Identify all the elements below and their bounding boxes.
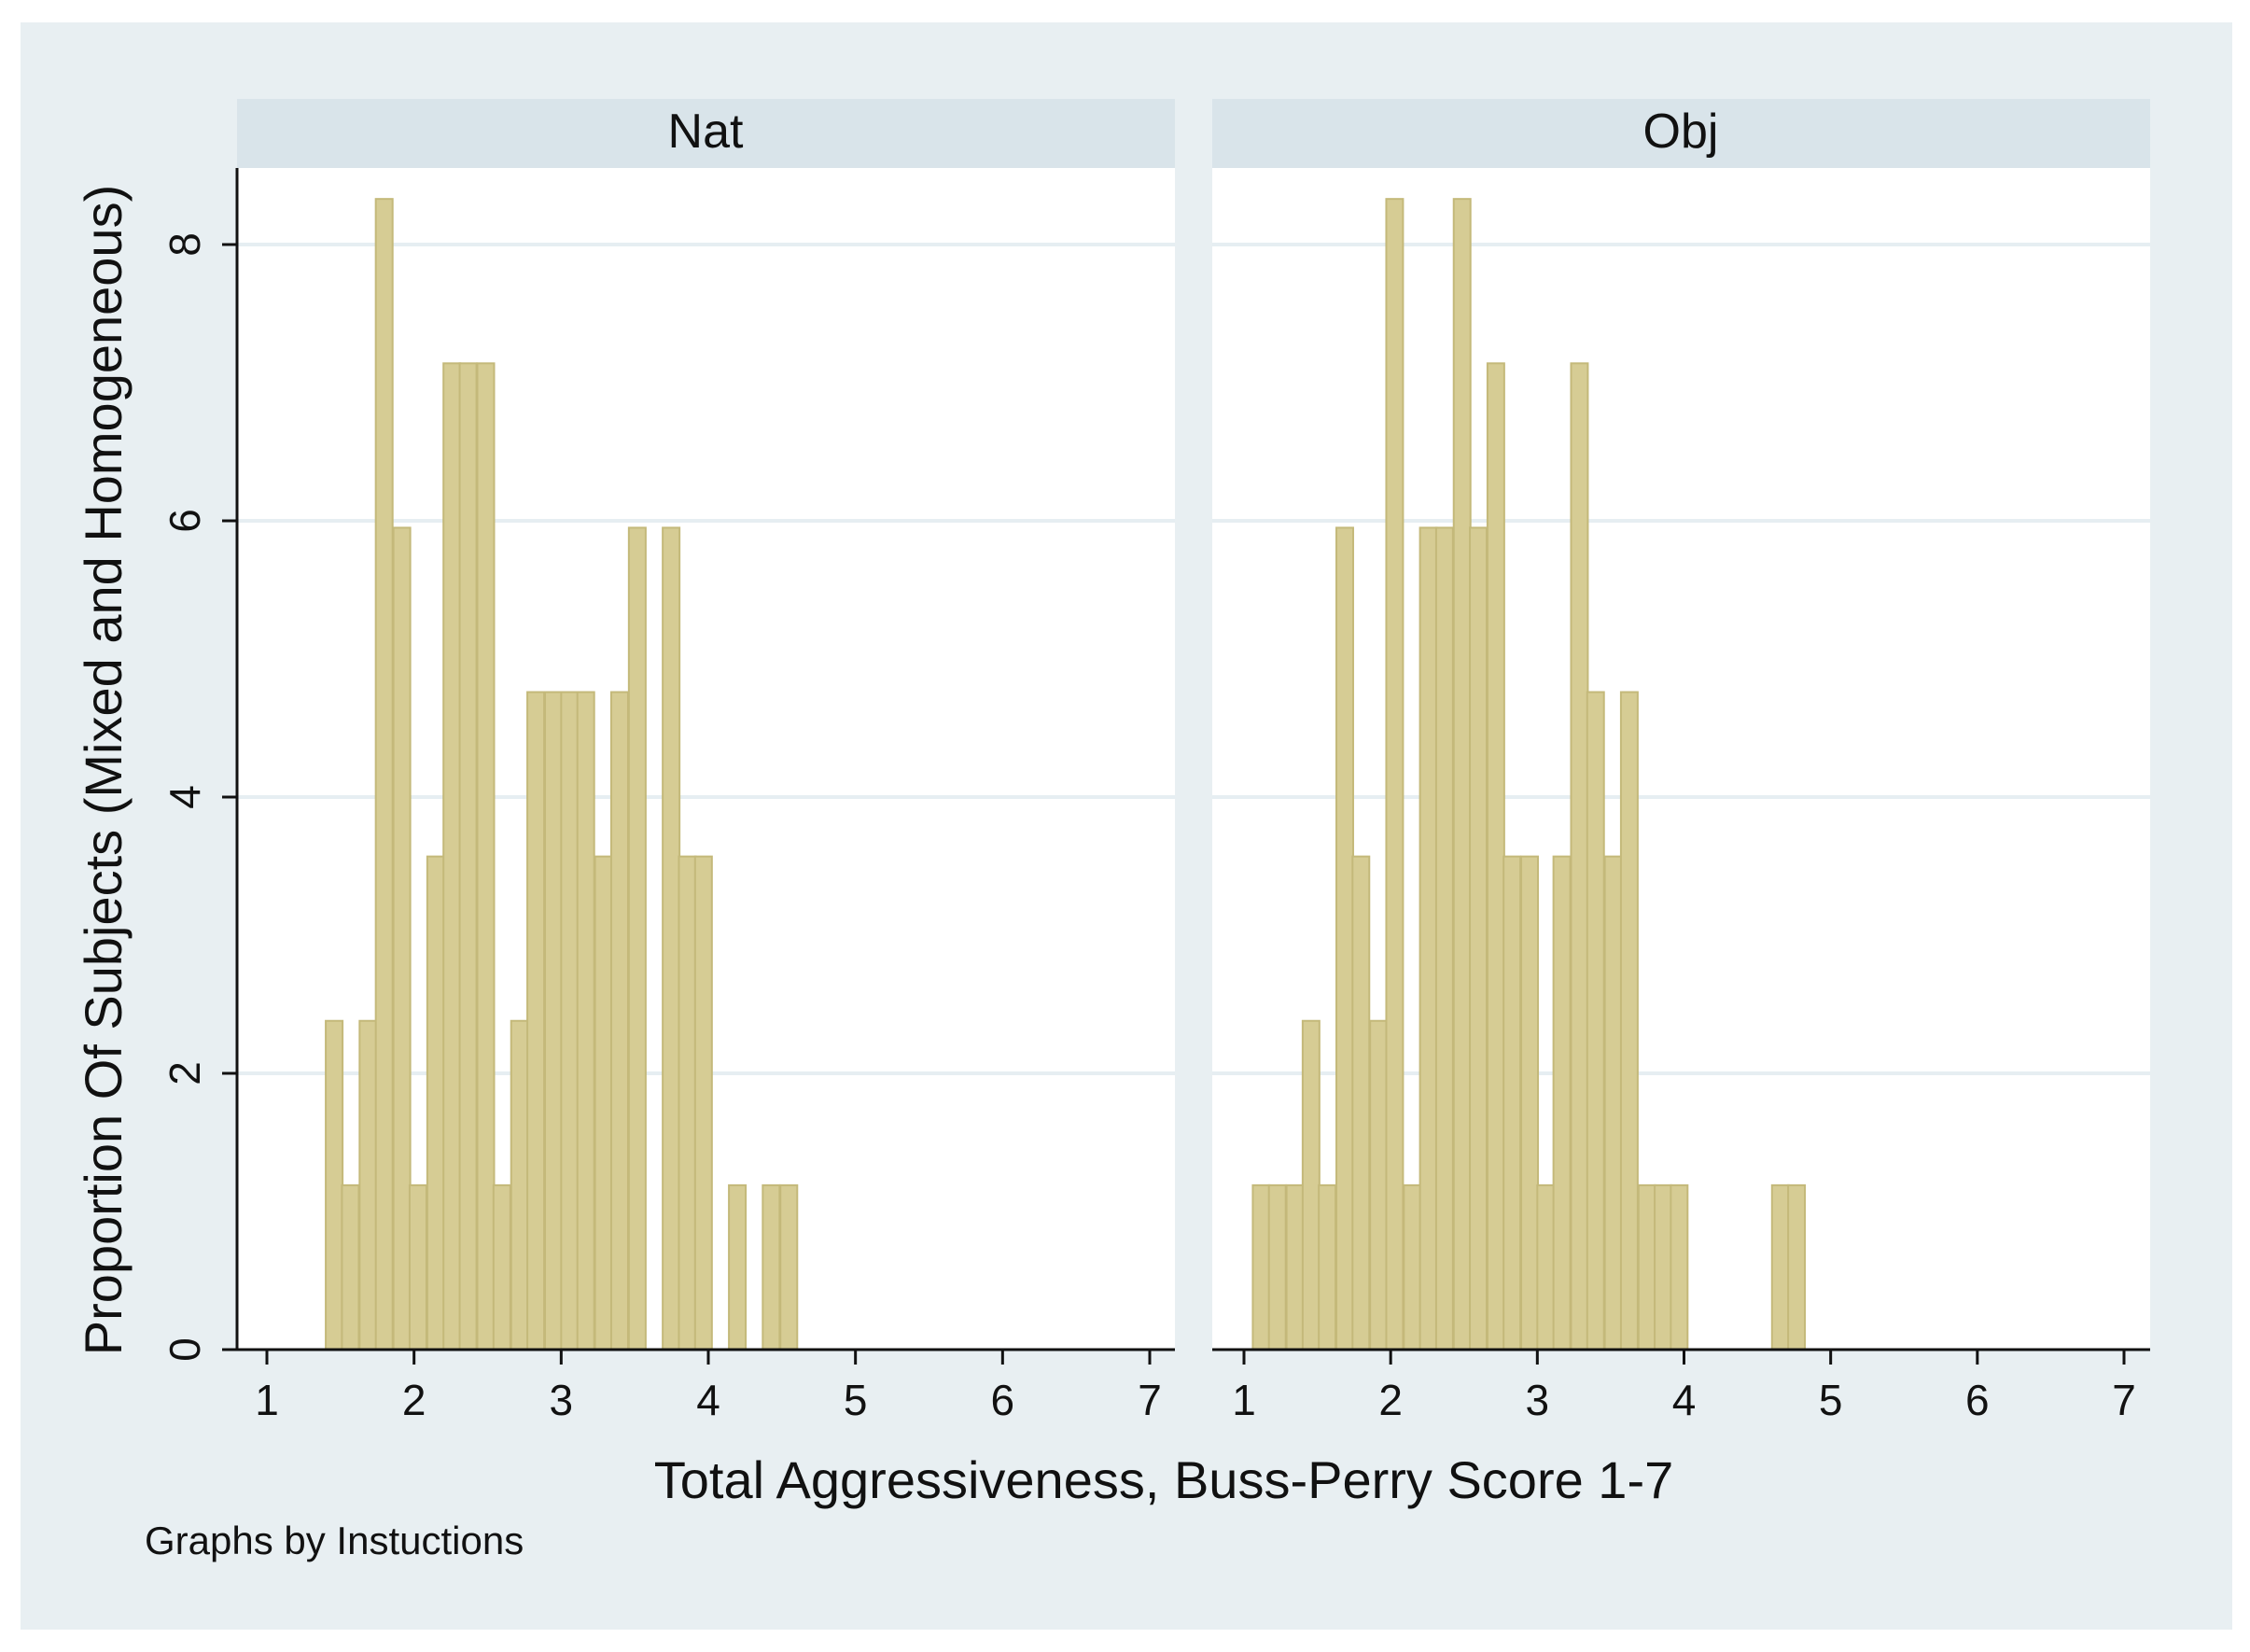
bar-nat-17 bbox=[609, 691, 629, 1351]
bar-obj-24 bbox=[1654, 1183, 1673, 1351]
y-ticks-nat: 0 2 4 6 8 bbox=[161, 232, 237, 1362]
panel-title-nat: Nat bbox=[668, 105, 744, 159]
bar-obj-15 bbox=[1502, 855, 1522, 1351]
bar-obj-1 bbox=[1267, 1183, 1287, 1351]
bar-obj-22 bbox=[1619, 691, 1639, 1351]
bar-nat-18 bbox=[627, 526, 647, 1351]
x-tick-label-obj-1: 2 bbox=[1378, 1376, 1403, 1424]
bar-nat-13 bbox=[543, 691, 564, 1351]
y-axis-title: Proportion Of Subjects (Mixed and Homoge… bbox=[74, 185, 133, 1355]
y-tick-label-4: 8 bbox=[161, 232, 209, 257]
bar-obj-7 bbox=[1369, 1019, 1389, 1351]
bar-obj-6 bbox=[1351, 855, 1371, 1351]
y-tick-label-1: 2 bbox=[161, 1061, 209, 1085]
bar-obj-3 bbox=[1301, 1019, 1321, 1351]
bar-nat-11 bbox=[510, 1019, 529, 1351]
bar-nat-7 bbox=[442, 362, 462, 1351]
bar-nat-15 bbox=[576, 691, 595, 1351]
bar-nat-5 bbox=[408, 1183, 427, 1351]
bar-obj-2 bbox=[1285, 1183, 1305, 1351]
x-tick-label-nat-4: 5 bbox=[844, 1376, 868, 1424]
panel-title-obj: Obj bbox=[1643, 105, 1719, 159]
x-tick-label-nat-1: 2 bbox=[402, 1376, 426, 1424]
bar-obj-20 bbox=[1586, 691, 1605, 1351]
panel-obj: Obj 1 2 3 4 5 6 7 bbox=[1212, 99, 2150, 1424]
bar-nat-9 bbox=[476, 362, 496, 1351]
y-tick-label-3: 6 bbox=[161, 509, 209, 533]
bar-nat-19 bbox=[662, 526, 681, 1351]
bar-obj-8 bbox=[1385, 198, 1405, 1351]
bar-obj-23 bbox=[1637, 1183, 1656, 1351]
x-tick-label-nat-6: 7 bbox=[1138, 1376, 1162, 1424]
bar-obj-27 bbox=[1787, 1183, 1807, 1351]
bar-obj-25 bbox=[1670, 1183, 1689, 1351]
bar-nat-22 bbox=[728, 1183, 748, 1351]
panel-header-nat bbox=[237, 99, 1175, 168]
bar-obj-17 bbox=[1536, 1183, 1556, 1351]
bar-nat-8 bbox=[458, 362, 478, 1351]
bar-obj-4 bbox=[1318, 1183, 1337, 1351]
x-tick-label-obj-3: 4 bbox=[1672, 1376, 1697, 1424]
bar-obj-16 bbox=[1520, 855, 1540, 1351]
bar-nat-24 bbox=[779, 1183, 799, 1351]
x-tick-label-nat-5: 6 bbox=[991, 1376, 1015, 1424]
x-axis-title: Total Aggressiveness, Buss-Perry Score 1… bbox=[654, 1450, 1673, 1509]
x-tick-label-obj-6: 7 bbox=[2112, 1376, 2136, 1424]
bar-obj-10 bbox=[1418, 526, 1438, 1351]
bar-obj-21 bbox=[1603, 855, 1623, 1351]
x-tick-label-obj-4: 5 bbox=[1819, 1376, 1843, 1424]
bar-nat-23 bbox=[762, 1183, 781, 1351]
bar-obj-19 bbox=[1570, 362, 1589, 1351]
x-ticks-obj: 1 2 3 4 5 6 7 bbox=[1232, 1350, 2136, 1424]
bar-obj-0 bbox=[1251, 1183, 1271, 1351]
bar-nat-10 bbox=[492, 1183, 511, 1351]
bar-nat-4 bbox=[392, 526, 412, 1351]
bar-obj-18 bbox=[1552, 855, 1572, 1351]
bar-obj-9 bbox=[1403, 1183, 1422, 1351]
x-tick-label-obj-2: 3 bbox=[1526, 1376, 1550, 1424]
graphs-by-note: Graphs by Instuctions bbox=[145, 1519, 524, 1562]
x-ticks-nat: 1 2 3 4 5 6 7 bbox=[255, 1350, 1162, 1424]
bar-nat-6 bbox=[426, 855, 445, 1351]
bar-obj-11 bbox=[1434, 526, 1454, 1351]
bar-obj-13 bbox=[1469, 526, 1488, 1351]
bar-obj-26 bbox=[1770, 1183, 1790, 1351]
panel-header-obj bbox=[1212, 99, 2150, 168]
y-tick-label-0: 0 bbox=[161, 1337, 209, 1362]
panel-nat: Nat 1 2 3 4 5 6 7 0 2 4 6 8 bbox=[161, 99, 1175, 1424]
x-tick-label-obj-5: 6 bbox=[1965, 1376, 1990, 1424]
bar-nat-16 bbox=[594, 855, 613, 1351]
bar-obj-14 bbox=[1486, 362, 1505, 1351]
bar-obj-12 bbox=[1452, 198, 1472, 1351]
bar-obj-5 bbox=[1335, 526, 1354, 1351]
x-tick-label-nat-2: 3 bbox=[550, 1376, 574, 1424]
bar-nat-12 bbox=[526, 691, 546, 1351]
x-tick-label-nat-0: 1 bbox=[255, 1376, 279, 1424]
bar-nat-0 bbox=[325, 1019, 344, 1351]
bar-nat-14 bbox=[560, 691, 580, 1351]
x-tick-label-nat-3: 4 bbox=[696, 1376, 720, 1424]
bar-nat-2 bbox=[358, 1019, 378, 1351]
bar-nat-3 bbox=[374, 198, 394, 1351]
bar-nat-1 bbox=[341, 1183, 360, 1351]
y-tick-label-2: 4 bbox=[161, 785, 209, 809]
bar-nat-20 bbox=[678, 855, 697, 1351]
x-tick-label-obj-0: 1 bbox=[1232, 1376, 1256, 1424]
bar-nat-21 bbox=[693, 855, 713, 1351]
bars-nat bbox=[325, 198, 799, 1351]
